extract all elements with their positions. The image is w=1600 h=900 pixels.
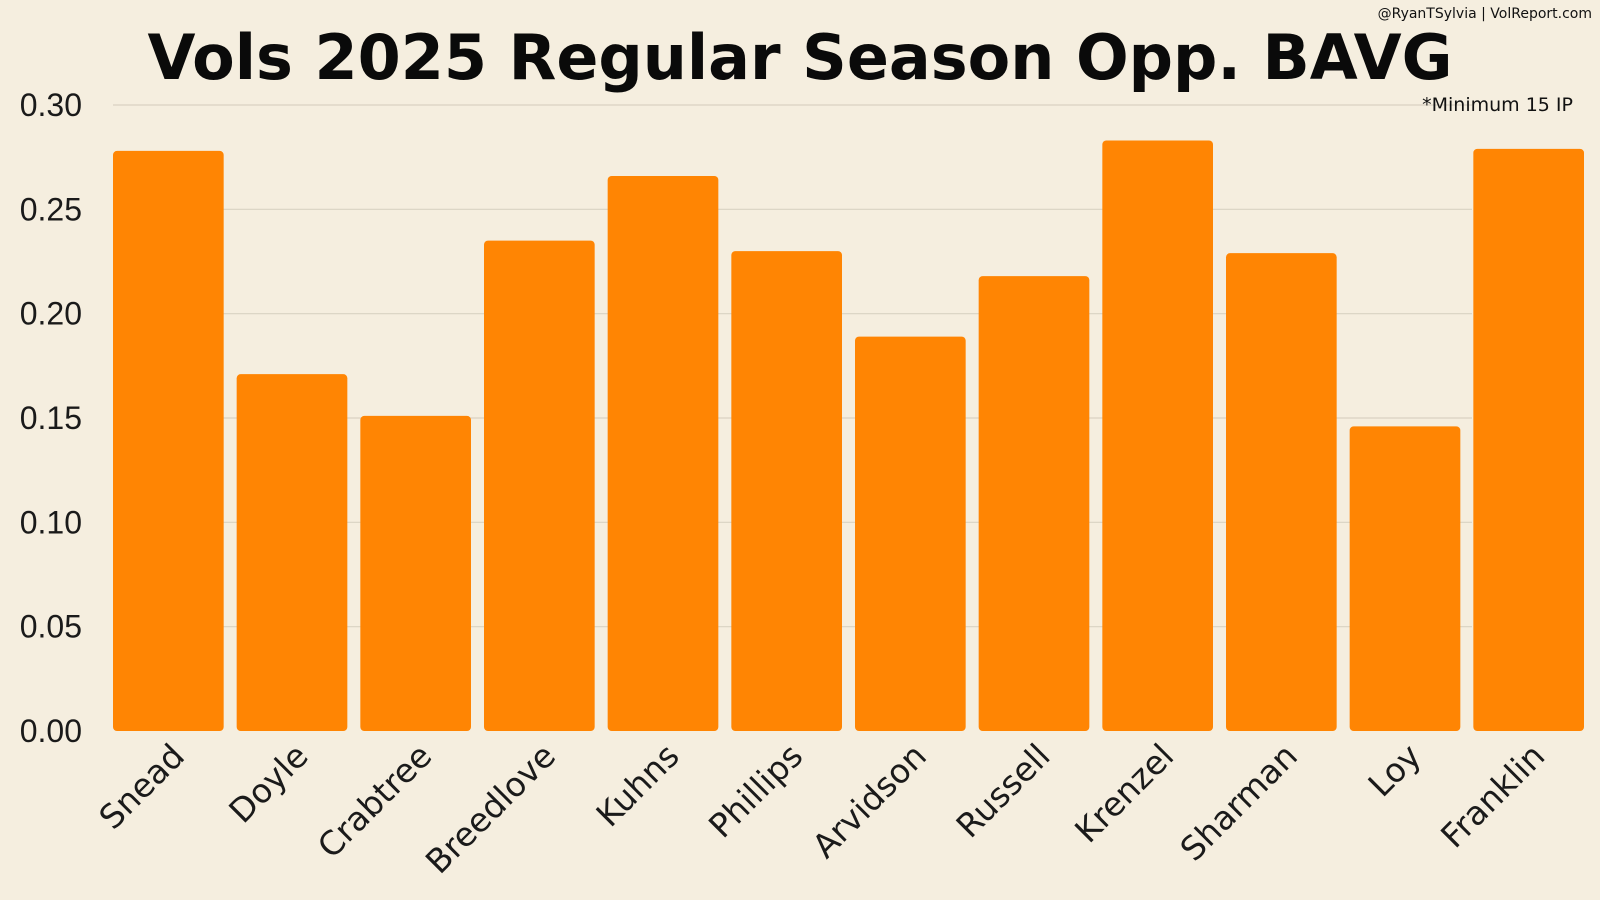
x-tick-label: Snead bbox=[91, 736, 192, 837]
bar-phillips bbox=[731, 251, 842, 732]
x-tick-label: Doyle bbox=[221, 736, 315, 830]
bar-doyle bbox=[236, 374, 348, 731]
x-tick-label: Crabtree bbox=[310, 736, 440, 866]
x-tick-label: Arvidson bbox=[805, 736, 934, 865]
x-tick-label: Loy bbox=[1360, 736, 1428, 804]
credit-text: @RyanTSylvia | VolReport.com bbox=[1378, 6, 1592, 22]
y-tick-label: 0.10 bbox=[20, 504, 82, 540]
minimum-ip-note: *Minimum 15 IP bbox=[1422, 94, 1573, 116]
y-tick-label: 0.00 bbox=[20, 713, 82, 749]
bars bbox=[113, 140, 1584, 732]
x-tick-label: Russell bbox=[948, 736, 1057, 845]
bar-arvidson bbox=[855, 336, 966, 731]
x-tick-label: Breedlove bbox=[418, 736, 563, 881]
y-tick-label: 0.05 bbox=[20, 609, 82, 645]
bar-crabtree bbox=[360, 415, 471, 731]
y-tick-label: 0.30 bbox=[20, 87, 82, 123]
bar-sharman bbox=[1226, 253, 1337, 732]
y-tick-label: 0.20 bbox=[20, 296, 82, 332]
x-tick-label: Krenzel bbox=[1067, 736, 1181, 850]
y-tick-label: 0.25 bbox=[20, 191, 82, 227]
x-tick-label: Phillips bbox=[701, 736, 810, 845]
bar-loy bbox=[1349, 426, 1461, 731]
bar-kuhns bbox=[607, 175, 719, 732]
x-tick-label: Sharman bbox=[1173, 736, 1305, 868]
bar-franklin bbox=[1473, 148, 1584, 731]
y-axis-ticks: 0.00 0.05 0.10 0.15 0.20 0.25 0.30 bbox=[20, 87, 82, 749]
bar-russell bbox=[978, 276, 1090, 731]
x-tick-label: Kuhns bbox=[588, 736, 686, 834]
bar-breedlove bbox=[484, 240, 595, 731]
bar-krenzel bbox=[1102, 140, 1213, 731]
y-tick-label: 0.15 bbox=[20, 400, 82, 436]
x-tick-label: Franklin bbox=[1433, 736, 1552, 855]
bar-snead bbox=[113, 150, 224, 731]
chart-title: Vols 2025 Regular Season Opp. BAVG bbox=[148, 21, 1453, 94]
